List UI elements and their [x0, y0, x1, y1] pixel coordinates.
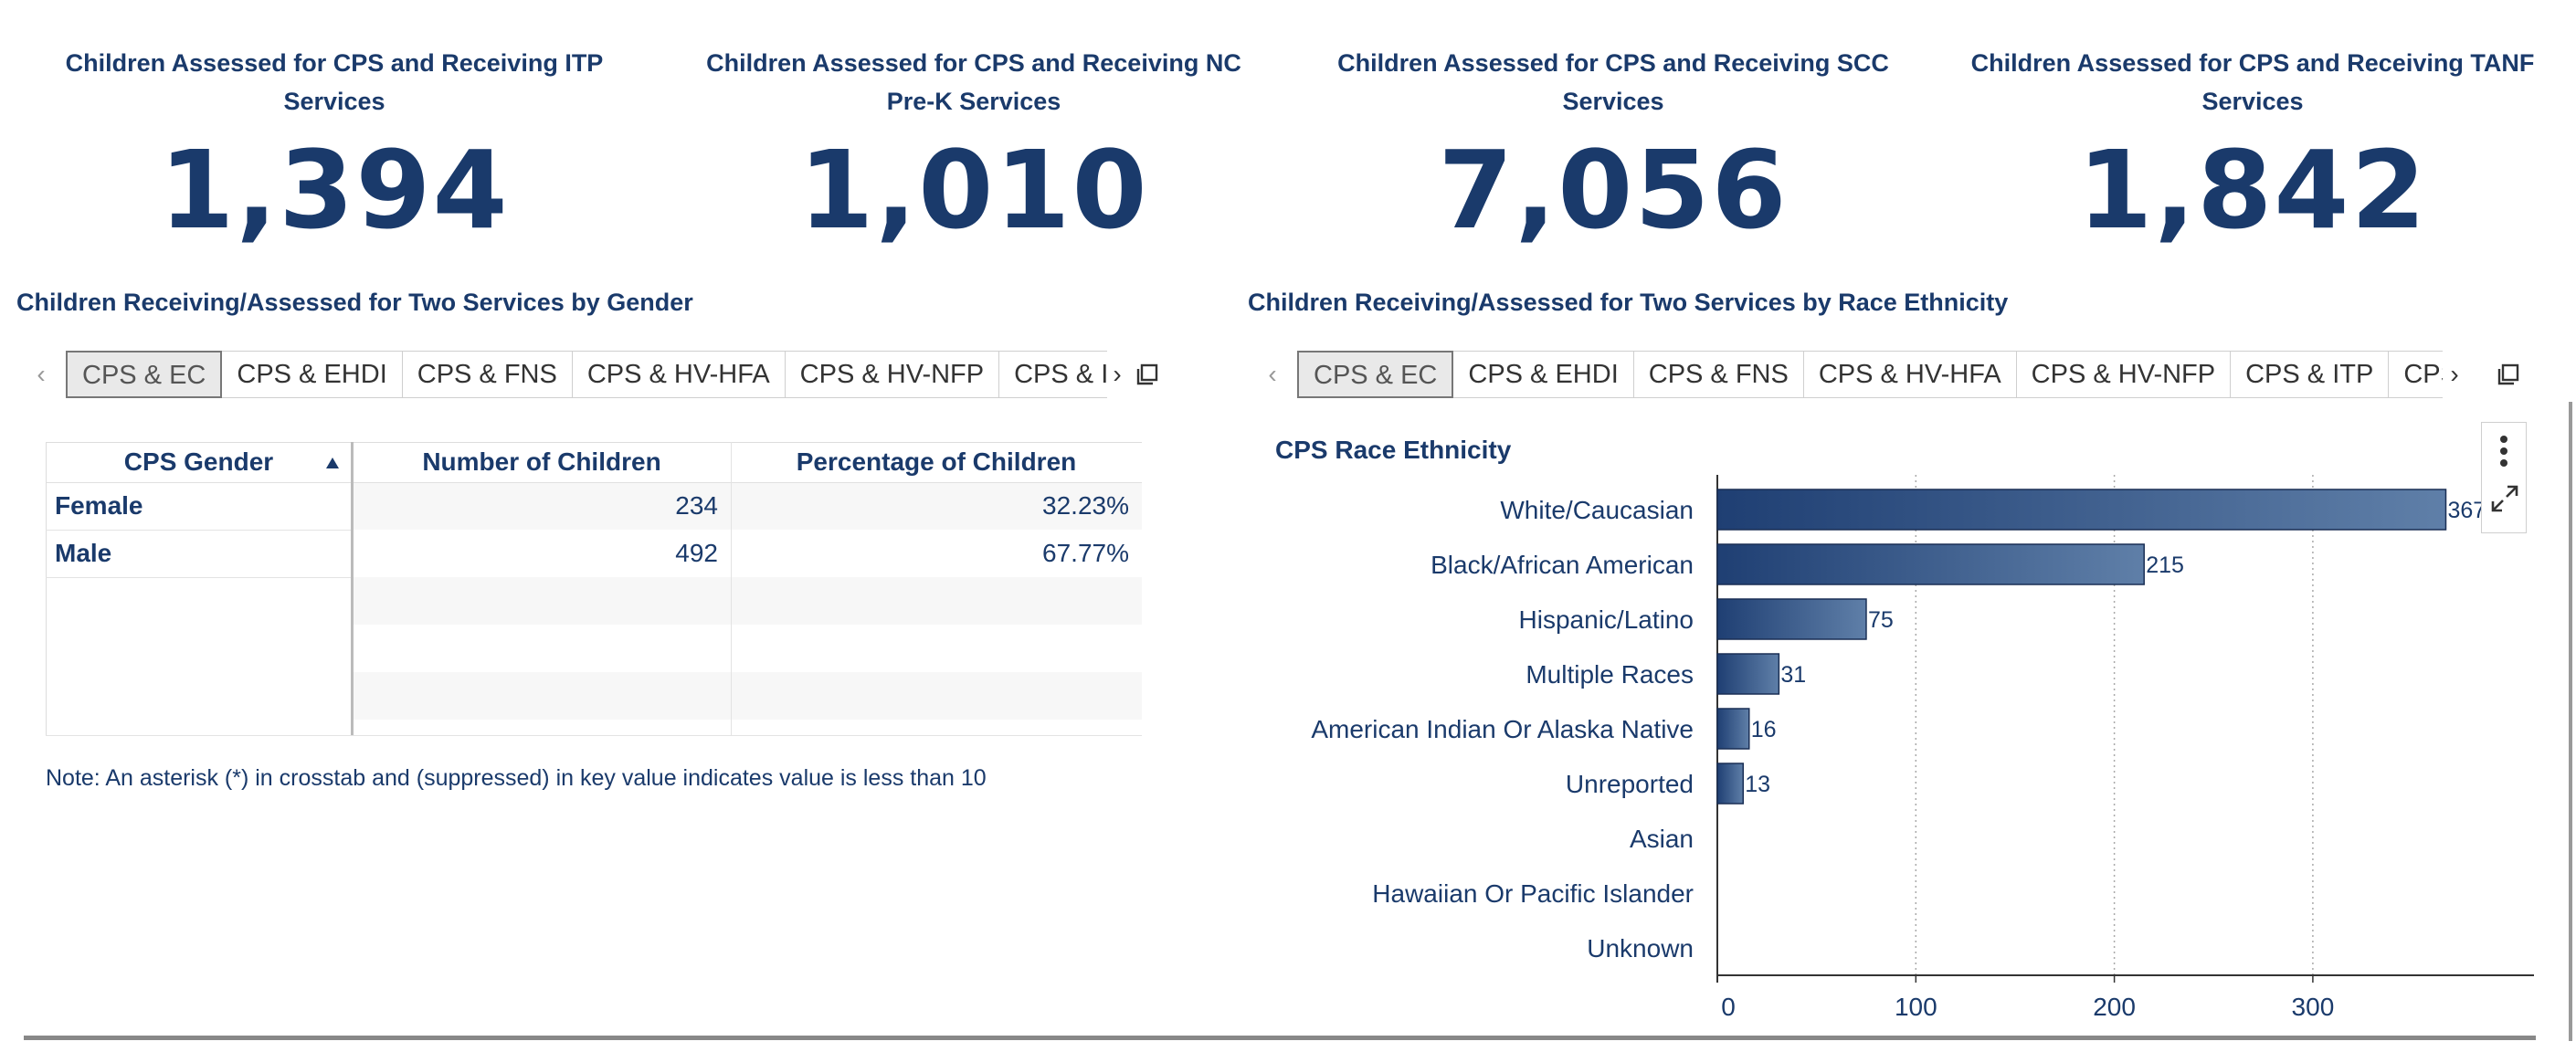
header-number-of-children[interactable]: Number of Children [422, 447, 661, 476]
bar [1716, 543, 2145, 585]
category-label: Hawaiian Or Pacific Islander [1372, 879, 1694, 908]
suppression-note: Note: An asterisk (*) in crosstab and (s… [46, 765, 987, 791]
tab-cps-ehdi[interactable]: CPS & EHDI [222, 351, 403, 398]
row-number: 492 [675, 539, 718, 567]
header-label: CPS Gender [123, 447, 274, 476]
tab-cps-hv-hfa[interactable]: CPS & HV-HFA [572, 351, 786, 398]
bar [1716, 653, 1780, 695]
bar [1716, 708, 1750, 750]
row-number: 234 [675, 491, 718, 520]
category-label: American Indian Or Alaska Native [1311, 715, 1694, 743]
more-vertical-icon[interactable] [2491, 430, 2517, 472]
data-label: 16 [1751, 717, 1777, 742]
tab-cps-ehdi[interactable]: CPS & EHDI [1453, 351, 1634, 398]
gender-tabbar: ‹ CPS & EC CPS & EHDI CPS & FNS CPS & HV-HF… [27, 351, 1160, 398]
x-tick-label: 200 [2093, 993, 2136, 1021]
tab-cps-ec[interactable]: CPS & EC [1297, 351, 1454, 398]
x-tick-label: 300 [2292, 993, 2335, 1021]
gender-crosstab: CPS Gender Number of Children Percentage… [46, 442, 1142, 736]
kpi-card-nc-pre-k: Children Assessed for CPS and Receiving … [681, 44, 1266, 254]
gender-section-title: Children Receiving/Assessed for Two Serv… [16, 289, 693, 316]
row-percent: 67.77% [1042, 539, 1129, 567]
tab-cps-itp[interactable]: CPS & ITP [2231, 351, 2390, 398]
copy-icon[interactable] [1135, 362, 1160, 387]
kpi-value: 1,842 [2077, 127, 2428, 253]
row-stripe [353, 482, 1142, 530]
tab-cps-itp[interactable]: CPS & ITP [999, 351, 1107, 398]
bar [1716, 763, 1744, 805]
table-row[interactable]: Female 234 32.23% [46, 482, 1142, 530]
kpi-title: Children Assessed for CPS and Receiving … [65, 49, 604, 115]
race-ethnicity-bar-chart: CPS Race Ethnicity 0 100 200 300 White/Caucas… [1275, 436, 2534, 1021]
table-row[interactable]: Male 492 67.77% [46, 530, 1142, 577]
kpi-value: 1,394 [159, 127, 510, 253]
chevron-right-icon[interactable]: › [2450, 360, 2459, 388]
scrollbar[interactable] [2569, 402, 2572, 1041]
race-section-title: Children Receiving/Assessed for Two Serv… [1248, 289, 2009, 316]
category-label: Unreported [1566, 770, 1694, 798]
copy-icon[interactable] [2496, 362, 2521, 387]
data-label: 13 [1745, 772, 1770, 797]
chevron-left-icon[interactable]: ‹ [37, 360, 46, 388]
data-label: 367 [2448, 498, 2486, 523]
tab-cps-nc-pre-k[interactable]: CPS & NC Pre-K [2389, 351, 2443, 398]
tab-cps-ec[interactable]: CPS & EC [66, 351, 223, 398]
tab-cps-hv-nfp[interactable]: CPS & HV-NFP [785, 351, 1000, 398]
bar [1716, 489, 2447, 531]
tab-cps-fns[interactable]: CPS & FNS [402, 351, 573, 398]
x-tick-label: 100 [1895, 993, 1937, 1021]
category-label: Hispanic/Latino [1519, 605, 1694, 634]
kpi-title: Children Assessed for CPS and Receiving … [1337, 49, 1889, 115]
gender-tab-list: CPS & EC CPS & EHDI CPS & FNS CPS & HV-HFA C… [66, 351, 1107, 398]
kpi-card-tanf: Children Assessed for CPS and Receiving … [1960, 44, 2545, 254]
category-label: Multiple Races [1526, 660, 1694, 689]
tab-cps-hv-nfp[interactable]: CPS & HV-NFP [2016, 351, 2232, 398]
divider [24, 1036, 2536, 1040]
category-label: Black/African American [1431, 551, 1694, 579]
kpi-value: 1,010 [798, 127, 1149, 253]
kpi-card-itp: Children Assessed for CPS and Receiving … [42, 44, 627, 254]
x-tick-label: 0 [1721, 993, 1736, 1021]
kpi-card-scc: Children Assessed for CPS and Receiving … [1321, 44, 1906, 254]
category-label: White/Caucasian [1500, 496, 1694, 524]
category-label: Asian [1630, 825, 1694, 853]
row-label: Female [55, 491, 143, 520]
tab-cps-fns[interactable]: CPS & FNS [1633, 351, 1804, 398]
data-label: 75 [1868, 607, 1894, 633]
race-tab-list: CPS & EC CPS & EHDI CPS & FNS CPS & HV-HFA C… [1297, 351, 2443, 398]
chart-title: CPS Race Ethnicity [1275, 436, 1512, 464]
row-stripe [353, 672, 1142, 720]
data-label: 31 [1780, 662, 1806, 688]
kpi-title: Children Assessed for CPS and Receiving … [706, 49, 1241, 115]
chart-toolbar [2481, 422, 2527, 533]
kpi-title: Children Assessed for CPS and Receiving … [1970, 49, 2535, 115]
bar [1716, 598, 1867, 640]
header-cps-gender[interactable]: CPS Gender [46, 442, 351, 482]
race-tabbar: ‹ CPS & EC CPS & EHDI CPS & FNS CPS & HV-HF… [1259, 351, 2538, 398]
tab-cps-hv-hfa[interactable]: CPS & HV-HFA [1803, 351, 2017, 398]
expand-icon[interactable] [2489, 483, 2520, 514]
category-label: Unknown [1587, 934, 1694, 963]
row-percent: 32.23% [1042, 491, 1129, 520]
sort-asc-icon[interactable] [325, 457, 340, 469]
chevron-right-icon[interactable]: › [1113, 360, 1122, 388]
row-label: Male [55, 539, 112, 567]
row-stripe [353, 577, 1142, 625]
data-label: 215 [2146, 552, 2184, 578]
chevron-left-icon[interactable]: ‹ [1268, 360, 1277, 388]
kpi-value: 7,056 [1438, 127, 1789, 253]
header-percentage-of-children[interactable]: Percentage of Children [796, 447, 1077, 476]
